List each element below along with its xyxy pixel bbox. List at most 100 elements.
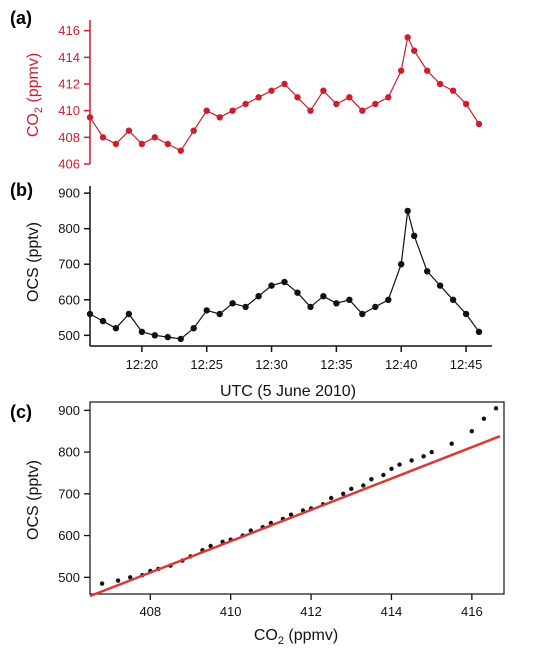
plot-frame	[89, 401, 505, 595]
data-point	[333, 100, 340, 108]
data-point	[268, 87, 275, 94]
x-tick-label: 412	[300, 604, 322, 619]
panel-c: (c) OCS (pptv) 408 410 412 414 416 500 600 700 8…	[10, 401, 505, 647]
data-point	[333, 300, 340, 307]
panel-a-label: (a)	[10, 8, 32, 28]
data-point	[216, 114, 223, 121]
data-point	[307, 107, 314, 114]
scatter-point	[208, 543, 213, 549]
panel-a-ylabel: CO2 (ppmv)	[25, 53, 45, 137]
scatter-point	[421, 454, 426, 459]
data-point	[398, 67, 405, 74]
data-point	[294, 289, 301, 296]
data-point	[398, 261, 405, 268]
y-tick-label: 416	[58, 23, 80, 38]
scatter-point	[361, 483, 366, 488]
scatter-point	[341, 491, 346, 496]
x-tick-label: 12:20	[126, 357, 159, 372]
data-point	[242, 303, 249, 311]
data-point	[177, 147, 184, 154]
data-point	[475, 120, 483, 128]
data-point	[216, 310, 223, 318]
scatter-point	[397, 462, 402, 467]
data-point	[436, 80, 444, 88]
data-point	[138, 328, 146, 335]
x-tick-label: 12:40	[385, 357, 418, 372]
panel-a: (a) CO2 (ppmv) 406 408 410 412 414 416	[10, 8, 483, 172]
y-tick-label: 700	[58, 257, 80, 272]
data-point	[151, 134, 158, 141]
data-point	[255, 94, 262, 101]
data-point	[424, 268, 431, 275]
data-point	[346, 94, 353, 101]
panel-c-ylabel: OCS (pptv)	[25, 460, 42, 540]
panel-a-plot	[86, 34, 483, 154]
panel-b-label: (b)	[10, 180, 33, 200]
x-tick-label: 410	[220, 604, 242, 619]
scatter-point	[349, 486, 354, 491]
data-point	[190, 127, 197, 134]
scatter-point	[429, 449, 434, 455]
y-tick-label: 500	[58, 328, 80, 343]
panel-c-xlabel: CO2 (ppmv)	[254, 627, 338, 647]
scatter-point	[288, 512, 294, 517]
y-tick-label: 900	[58, 186, 80, 201]
data-point	[268, 282, 275, 289]
data-point	[203, 107, 210, 114]
data-point	[151, 332, 158, 339]
data-point	[385, 94, 392, 101]
scatter-point	[481, 416, 487, 421]
data-point	[462, 100, 470, 108]
panel-b-y-axis: 500 600 700 800 900	[58, 186, 91, 346]
data-point	[372, 100, 379, 108]
data-point	[320, 87, 327, 94]
data-point	[320, 293, 327, 300]
data-point	[99, 134, 107, 141]
data-point	[190, 325, 197, 332]
scatter-point	[469, 429, 474, 434]
data-point	[164, 333, 171, 341]
data-point	[346, 296, 353, 303]
data-point	[385, 296, 392, 303]
fit-line	[89, 435, 501, 598]
y-tick-label: 800	[58, 445, 80, 460]
y-tick-label: 600	[58, 528, 80, 543]
data-point	[229, 107, 236, 114]
x-tick-label: 408	[139, 604, 161, 619]
x-tick-label: 12:35	[320, 357, 353, 372]
data-point	[86, 114, 94, 121]
data-point	[177, 335, 184, 343]
time-axis-title: UTC (5 June 2010)	[220, 383, 356, 400]
data-point	[462, 310, 470, 318]
x-tick-label: 12:25	[190, 357, 223, 372]
data-point	[359, 310, 366, 318]
y-tick-label: 414	[58, 50, 80, 65]
data-point	[164, 140, 171, 148]
data-point	[203, 307, 210, 314]
data-point	[99, 317, 107, 325]
data-point	[404, 207, 411, 215]
data-point	[255, 293, 262, 300]
data-point	[242, 100, 249, 108]
scatter-point	[115, 578, 121, 583]
data-point	[449, 87, 457, 94]
data-point	[229, 300, 236, 307]
data-point	[125, 310, 133, 318]
y-tick-label: 800	[58, 221, 80, 236]
y-tick-label: 410	[58, 103, 80, 118]
panel-c-plot	[89, 406, 501, 598]
panel-c-frame: 408 410 412 414 416 500 600 700 800 900	[58, 401, 505, 619]
series-line	[89, 35, 480, 152]
data-point	[449, 296, 457, 303]
data-point	[112, 140, 120, 148]
scatter-point	[389, 466, 394, 471]
x-tick-label: 414	[381, 604, 403, 619]
data-point	[138, 140, 146, 148]
data-point	[372, 303, 379, 311]
data-point	[475, 328, 483, 335]
scatter-point	[409, 458, 414, 463]
panel-b-ylabel: OCS (pptv)	[25, 222, 42, 302]
scatter-point	[381, 472, 386, 478]
